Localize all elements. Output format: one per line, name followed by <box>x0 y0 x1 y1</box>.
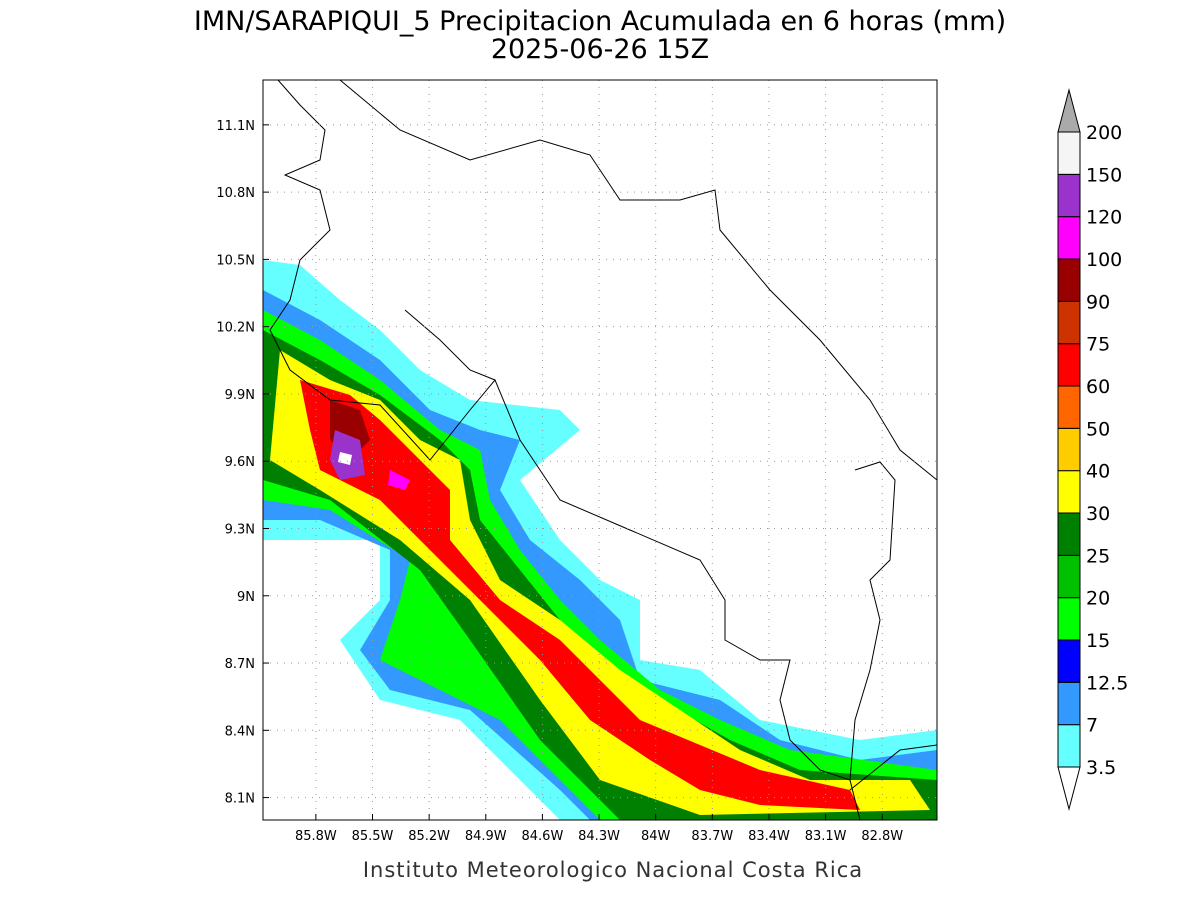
y-tick-label: 9N <box>237 590 255 605</box>
colorbar-box <box>1057 639 1081 683</box>
y-tick-label: 8.7N <box>225 657 255 672</box>
colorbar-box <box>1057 554 1081 599</box>
colorbar-label: 100 <box>1086 249 1122 271</box>
x-tick-label: 84W <box>641 829 671 844</box>
colorbar-box <box>1057 597 1081 641</box>
colorbar-label: 7 <box>1086 715 1098 737</box>
colorbar-label: 3.5 <box>1086 757 1116 779</box>
colorbar-label: 150 <box>1086 164 1122 186</box>
x-tick-label: 85.8W <box>295 829 337 844</box>
colorbar-box <box>1057 724 1081 768</box>
colorbar-box <box>1057 216 1081 260</box>
y-tick-label: 8.4N <box>225 724 255 739</box>
x-tick-label: 83.1W <box>805 829 847 844</box>
y-tick-label: 9.9N <box>225 388 255 403</box>
x-tick-label: 85.2W <box>408 829 450 844</box>
colorbar-label: 12.5 <box>1086 672 1128 694</box>
y-tick-label: 8.1N <box>225 792 255 807</box>
y-tick-label: 10.8N <box>216 186 255 201</box>
colorbar-box <box>1057 512 1081 556</box>
colorbar-label: 60 <box>1086 376 1110 398</box>
colorbar-box <box>1057 300 1081 345</box>
colorbar-label: 120 <box>1086 207 1122 229</box>
colorbar-label: 75 <box>1086 334 1110 356</box>
colorbar-box <box>1057 470 1081 514</box>
x-tick-label: 82.8W <box>861 829 903 844</box>
colorbar-box <box>1057 131 1081 175</box>
y-tick-label: 10.2N <box>216 321 255 336</box>
colorbar-label: 50 <box>1086 418 1110 440</box>
x-tick-label: 84.6W <box>522 829 564 844</box>
colorbar-label: 20 <box>1086 588 1110 610</box>
colorbar-label: 30 <box>1086 503 1110 525</box>
y-tick-label: 10.5N <box>216 253 255 268</box>
x-tick-label: 84.9W <box>465 829 507 844</box>
colorbar-under <box>1057 766 1081 811</box>
footer: Instituto Meteorologico Nacional Costa R… <box>363 858 863 882</box>
y-tick-label: 11.1N <box>216 119 255 134</box>
coastlines <box>269 80 937 820</box>
map-frame <box>262 79 938 821</box>
title: IMN/SARAPIQUI_5 Precipitacion Acumulada … <box>194 6 1006 37</box>
x-tick-label: 83.4W <box>748 829 790 844</box>
colorbar-label: 15 <box>1086 630 1110 652</box>
colorbar-box <box>1057 385 1081 429</box>
precip-field <box>263 260 937 820</box>
subtitle: 2025-06-26 15Z <box>491 34 709 65</box>
x-tick-label: 83.7W <box>691 829 733 844</box>
colorbar-label: 25 <box>1086 545 1110 567</box>
colorbar-over <box>1057 88 1081 133</box>
colorbar-box <box>1057 258 1081 302</box>
colorbar-label: 200 <box>1086 122 1122 144</box>
colorbar-box <box>1057 427 1081 472</box>
colorbar-box <box>1057 173 1081 218</box>
y-tick-label: 9.3N <box>225 522 255 537</box>
colorbar-label: 90 <box>1086 291 1110 313</box>
x-tick-label: 84.3W <box>578 829 620 844</box>
colorbar-box <box>1057 681 1081 726</box>
x-tick-label: 85.5W <box>352 829 394 844</box>
colorbar-box <box>1057 343 1081 387</box>
y-tick-label: 9.6N <box>225 455 255 470</box>
colorbar-label: 40 <box>1086 461 1110 483</box>
